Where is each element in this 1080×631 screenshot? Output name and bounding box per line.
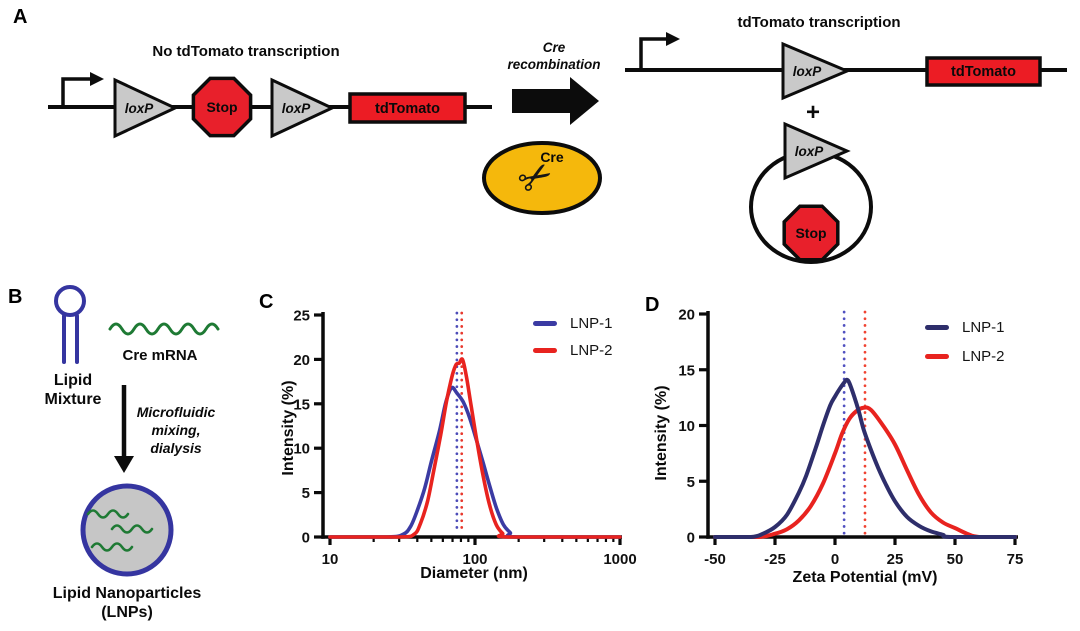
panel-a-diagram: loxP Stop loxP tdTomato Cre loxP tdTomat…	[48, 32, 1067, 264]
chart-diameter: 0 5 10 15 20 25 10 100 1000	[293, 308, 636, 569]
y-tick-label: 10	[678, 418, 695, 435]
legend-row: LNP-2	[925, 342, 1005, 371]
chart-d-legend: LNP-1 LNP-2	[925, 313, 1005, 371]
y-tick-label: 5	[302, 485, 310, 502]
chart-d-xlabel: Zeta Potential (mV)	[792, 569, 938, 586]
loxp-text: loxP	[793, 64, 823, 79]
legend-label: LNP-1	[570, 315, 613, 332]
stop-octagon-icon	[191, 76, 253, 138]
y-tick-label: 15	[678, 362, 695, 379]
process-label: Microfluidic mixing, dialysis	[136, 404, 216, 456]
legend-label: LNP-1	[962, 319, 1005, 336]
stop-octagon-icon	[782, 204, 840, 262]
legend-label: LNP-2	[962, 348, 1005, 365]
legend-row: LNP-2	[533, 337, 613, 364]
lipid-head-icon	[54, 285, 86, 317]
mrna-label: Cre mRNA	[122, 347, 198, 364]
stop-text: Stop	[206, 99, 237, 115]
series-LNP-1	[328, 385, 622, 539]
legend-row: LNP-1	[533, 310, 613, 337]
tdtomato-text: tdTomato	[951, 64, 1016, 80]
x-tick-label: 75	[1007, 551, 1024, 568]
tdtomato-text: tdTomato	[375, 101, 440, 117]
mrna-wave-icon	[86, 509, 130, 519]
recombination-arrow-shaft	[512, 89, 570, 113]
y-tick-label: 0	[302, 530, 310, 547]
cre-badge-ellipse	[482, 141, 602, 215]
promoter-arrow-icon	[639, 37, 666, 70]
chart-c-legend: LNP-1 LNP-2	[533, 310, 613, 364]
lnp-particle-icon	[80, 483, 174, 577]
legend-swatch-lnp2	[925, 354, 949, 359]
series-LNP-2	[328, 357, 622, 539]
y-tick-label: 15	[293, 396, 310, 413]
y-tick-label: 25	[293, 308, 310, 325]
promoter-arrow-icon	[61, 77, 90, 107]
process-arrowhead-icon	[114, 456, 134, 473]
legend-swatch-lnp1	[533, 321, 557, 326]
loxp-text: loxP	[282, 101, 312, 116]
legend-row: LNP-1	[925, 313, 1005, 342]
y-tick-label: 20	[293, 352, 310, 369]
x-tick-label: 1000	[603, 551, 636, 568]
panel-d-label: D	[645, 294, 660, 316]
legend-swatch-lnp1	[925, 325, 949, 330]
loxp-text: loxP	[125, 101, 155, 116]
lipid-mixture-label: Lipid Mixture	[44, 372, 102, 408]
x-tick-label: 25	[887, 551, 904, 568]
cre-badge-text: Cre	[540, 149, 564, 165]
x-tick-label: -50	[704, 551, 726, 568]
panel-b-label: B	[8, 286, 23, 308]
panel-a-right-title: tdTomato transcription	[737, 14, 901, 31]
panel-c-label: C	[259, 291, 274, 313]
legend-swatch-lnp2	[533, 348, 557, 353]
chart-c-ylabel: Intensity (%)	[280, 380, 297, 476]
plus-sign: +	[806, 99, 820, 126]
x-tick-label: 10	[322, 551, 339, 568]
y-tick-label: 0	[687, 530, 695, 547]
promoter-arrowhead-icon	[666, 32, 680, 46]
mrna-wave-icon	[110, 524, 154, 534]
loxp-triangle-icon	[113, 77, 179, 139]
mrna-wave-icon	[90, 542, 134, 552]
panel-a-left-title: No tdTomato transcription	[152, 43, 340, 60]
tdtomato-box	[348, 92, 467, 124]
tdtomato-box	[925, 56, 1042, 87]
recombination-arrowhead-icon	[570, 77, 599, 125]
panel-a-label: A	[13, 6, 28, 28]
loxp-text: loxP	[795, 144, 825, 159]
cre-recombination-label: Cre recombination	[507, 40, 601, 72]
x-tick-label: 50	[947, 551, 964, 568]
series-LNP-1	[713, 377, 1017, 539]
y-tick-label: 5	[687, 474, 695, 491]
panel-b-diagram	[54, 285, 220, 577]
series-LNP-2	[713, 405, 1017, 539]
lnp-label: Lipid Nanoparticles (LNPs)	[52, 585, 202, 621]
legend-label: LNP-2	[570, 342, 613, 359]
chart-zeta: 0 5 10 15 20 -50 -25 0 25 50 75	[678, 307, 1024, 569]
y-tick-label: 20	[678, 307, 695, 324]
x-tick-label: 0	[831, 551, 839, 568]
x-tick-label: 100	[462, 551, 487, 568]
loxp-triangle-icon	[783, 121, 851, 181]
chart-d-ylabel: Intensity (%)	[653, 385, 670, 481]
y-tick-label: 10	[293, 441, 310, 458]
loxp-triangle-icon	[270, 77, 336, 139]
mrna-wave-icon	[108, 322, 220, 336]
loxp-triangle-icon	[781, 41, 851, 101]
promoter-arrowhead-icon	[90, 72, 104, 86]
stop-text: Stop	[795, 225, 826, 241]
x-tick-label: -25	[764, 551, 786, 568]
chart-c-xlabel: Diameter (nm)	[420, 565, 528, 582]
